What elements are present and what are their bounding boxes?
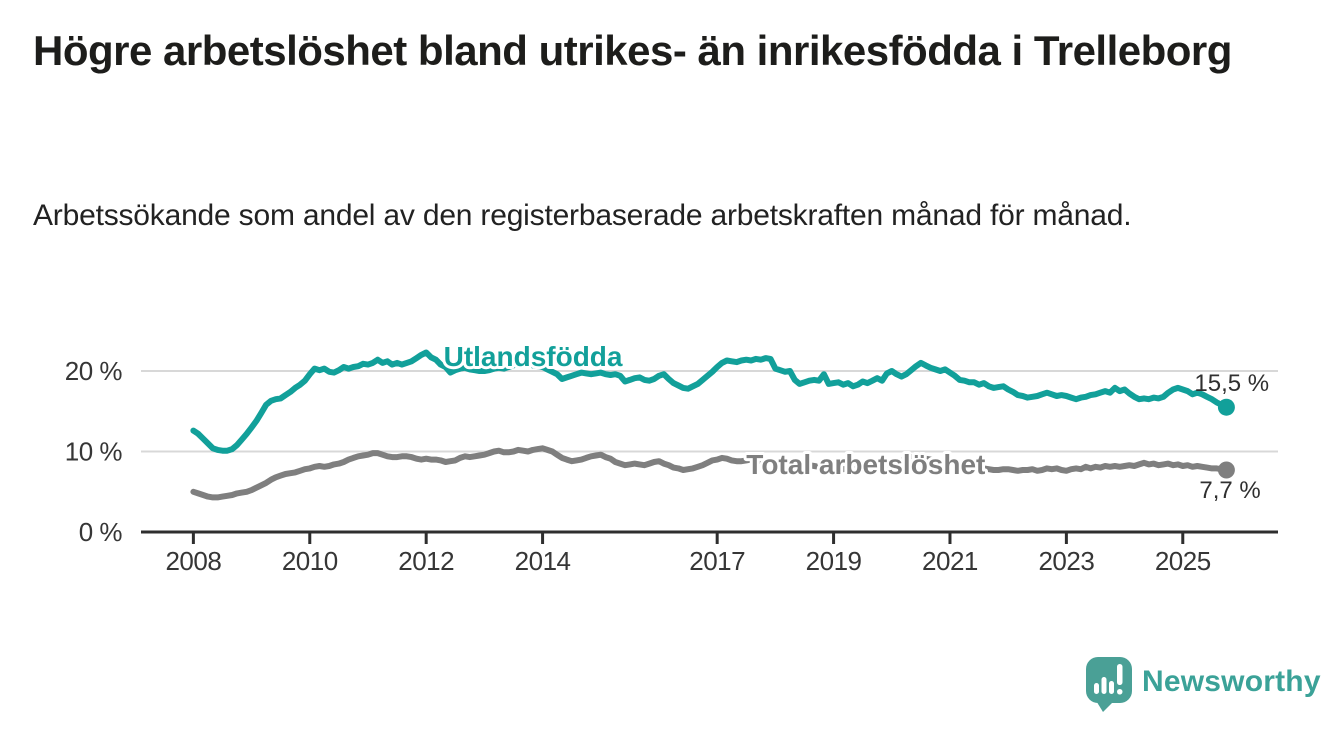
series-line-utlandsfodda — [190, 349, 1230, 454]
y-axis-label: 0 % — [79, 517, 123, 547]
series-end-dot — [1217, 398, 1235, 416]
x-axis-label: 2008 — [165, 546, 221, 576]
x-axis-label: 2019 — [806, 546, 862, 576]
newsworthy-logo-text: Newsworthy — [1142, 665, 1321, 698]
series-end-value-label: 7,7 % — [1199, 477, 1260, 504]
y-axis-label: 20 % — [65, 356, 123, 386]
series-inline-label: Total arbetslöshet — [746, 449, 985, 480]
series-end-dot — [1217, 461, 1235, 479]
series-line-total — [190, 445, 1230, 501]
newsworthy-logo-icon — [1086, 657, 1132, 712]
x-axis-label: 2023 — [1038, 546, 1094, 576]
x-axis-label: 2010 — [282, 546, 338, 576]
x-axis-label: 2012 — [398, 546, 454, 576]
x-axis-label: 2025 — [1155, 546, 1211, 576]
x-axis-label: 2014 — [515, 546, 571, 576]
chart-subtitle: Arbetssökande som andel av den registerb… — [33, 199, 1132, 232]
series-end-value-label: 15,5 % — [1194, 370, 1269, 397]
x-axis-label: 2021 — [922, 546, 978, 576]
series-inline-label: Utlandsfödda — [444, 341, 623, 372]
chart-title: Högre arbetslöshet bland utrikes- än inr… — [33, 27, 1232, 74]
y-axis-label: 10 % — [65, 437, 123, 467]
newsworthy-logo: Newsworthy — [1085, 652, 1321, 712]
x-axis-label: 2017 — [689, 546, 745, 576]
